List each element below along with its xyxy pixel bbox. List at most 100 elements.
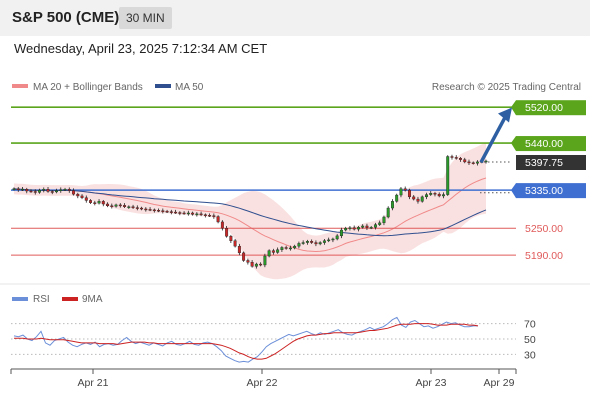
candle-body bbox=[33, 191, 37, 193]
header-bar: S&P 500 (CME) 30 MIN bbox=[0, 0, 590, 36]
candle-body bbox=[305, 241, 309, 243]
candle-body bbox=[348, 227, 352, 229]
level-tag-pivot bbox=[516, 183, 586, 199]
rsi-ma-legend-swatch bbox=[62, 297, 78, 301]
candle-body bbox=[84, 197, 88, 201]
candle-body bbox=[148, 209, 152, 211]
time-tick-label: Apr 29 bbox=[484, 377, 515, 389]
level-tag-resistance bbox=[516, 136, 586, 152]
candle-body bbox=[114, 204, 118, 207]
candle-body bbox=[152, 209, 156, 212]
candle-body bbox=[203, 214, 207, 216]
candle-body bbox=[459, 158, 462, 160]
candle-body bbox=[471, 162, 475, 164]
candle-body bbox=[403, 188, 407, 191]
candle-body bbox=[318, 242, 322, 245]
candle-body bbox=[369, 227, 373, 229]
candle-body bbox=[344, 228, 348, 231]
arrow-head bbox=[498, 107, 512, 123]
candle-body bbox=[407, 189, 411, 198]
candle-body bbox=[123, 205, 127, 207]
ma50-legend-label: MA 50 bbox=[175, 82, 204, 93]
candle-body bbox=[420, 196, 424, 202]
time-axis-labels: Apr 21 Apr 22 Apr 23 Apr 29 bbox=[78, 369, 515, 389]
candle-body bbox=[67, 189, 71, 191]
candle-body bbox=[356, 227, 360, 230]
candle-body bbox=[288, 247, 292, 250]
candle-body bbox=[463, 159, 467, 163]
key-levels: 5520.00 5440.00 5335.00 5250.00 5190.00 bbox=[11, 100, 586, 262]
bollinger-legend-label: MA 20 + Bollinger Bands bbox=[33, 82, 143, 93]
candle-body bbox=[293, 245, 297, 249]
candle-body bbox=[425, 194, 428, 198]
level-label-resistance: 5520.00 bbox=[525, 102, 563, 114]
time-tick-label: Apr 22 bbox=[247, 377, 278, 389]
candle-body bbox=[50, 191, 54, 193]
rsi-legend-swatch bbox=[12, 297, 28, 301]
rsi-tick-label: 30 bbox=[524, 349, 536, 361]
candle-body bbox=[46, 189, 50, 192]
timeframe-badge[interactable]: 30 MIN bbox=[119, 7, 172, 29]
candle-body bbox=[395, 194, 399, 202]
arrow-shaft bbox=[479, 114, 508, 164]
candle-body bbox=[157, 210, 161, 212]
candle-body bbox=[361, 225, 365, 228]
candle-body bbox=[12, 188, 16, 190]
candle-body bbox=[233, 240, 237, 247]
candle-body bbox=[135, 207, 139, 209]
level-tag-resistance bbox=[516, 100, 586, 116]
level-label-resistance: 5440.00 bbox=[525, 138, 563, 150]
level-label-pivot: 5335.00 bbox=[525, 185, 563, 197]
candle-body bbox=[131, 206, 135, 208]
candle-body bbox=[314, 242, 318, 245]
candle-body bbox=[199, 213, 203, 216]
candle-body bbox=[259, 263, 263, 266]
candle-body bbox=[195, 213, 199, 216]
candle-body bbox=[280, 247, 284, 250]
candle-body bbox=[182, 212, 186, 215]
candle-body bbox=[476, 161, 479, 164]
candle-body bbox=[212, 215, 216, 217]
candle-body bbox=[437, 193, 441, 197]
candle-body bbox=[191, 212, 195, 215]
candle-body bbox=[267, 250, 271, 257]
rsi-ma-line bbox=[14, 323, 479, 360]
level-label-support: 5250.00 bbox=[525, 223, 563, 235]
candle-body bbox=[297, 243, 301, 247]
candle-body bbox=[416, 198, 420, 202]
rsi-line bbox=[13, 316, 478, 363]
candle-body bbox=[263, 255, 267, 266]
rsi-ma-legend-label: 9MA bbox=[82, 294, 103, 305]
copyright-text: Research © 2025 Trading Central bbox=[432, 82, 581, 93]
candle-body bbox=[442, 194, 445, 197]
candle-body bbox=[284, 247, 288, 249]
candle-body bbox=[76, 193, 80, 197]
rsi-tick-label: 70 bbox=[524, 319, 536, 331]
candle-body bbox=[21, 189, 24, 191]
candle-body bbox=[322, 240, 326, 243]
candle-body bbox=[250, 262, 254, 267]
candle-body bbox=[237, 245, 241, 254]
candle-body bbox=[365, 225, 369, 228]
level-tag-pointer bbox=[511, 136, 516, 152]
candle-body bbox=[55, 190, 58, 193]
candle-body bbox=[242, 252, 246, 261]
candle-body bbox=[229, 236, 233, 241]
candle-body bbox=[72, 190, 75, 195]
candle-body bbox=[216, 216, 220, 223]
candle-body bbox=[208, 215, 212, 217]
candle-body bbox=[335, 235, 339, 240]
candle-body bbox=[454, 157, 458, 159]
candle-body bbox=[327, 239, 331, 242]
ma50-path bbox=[13, 188, 487, 237]
candle-body bbox=[165, 210, 169, 213]
ma50-line bbox=[13, 188, 487, 237]
candle-body bbox=[110, 205, 114, 208]
candle-body bbox=[186, 212, 190, 215]
timestamp: Wednesday, April 23, 2025 7:12:34 AM CET bbox=[14, 41, 268, 56]
candle-body bbox=[178, 212, 182, 214]
candle-body bbox=[276, 249, 280, 253]
candle-body bbox=[161, 210, 165, 212]
candle-body bbox=[38, 189, 41, 193]
last-price-marker: 5397.75 bbox=[480, 154, 586, 194]
